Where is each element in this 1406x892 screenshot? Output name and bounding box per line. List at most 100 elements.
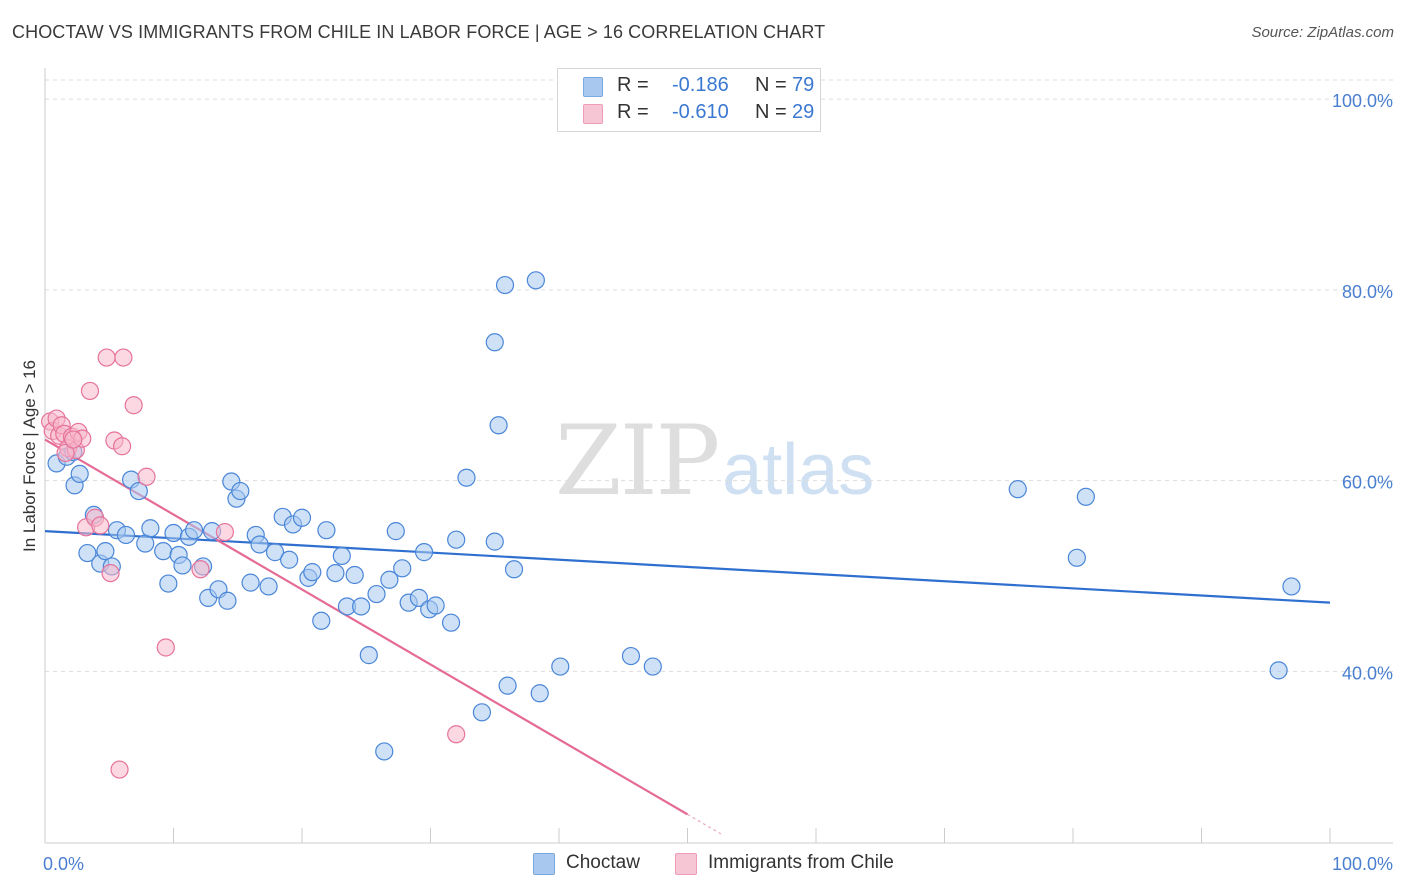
- choctaw-point: [326, 563, 345, 583]
- choctaw-point: [472, 703, 491, 722]
- tick-labels: 40.0% 60.0% 80.0% 100.0% 0.0% 100.0%: [43, 91, 1393, 874]
- choctaw-point: [409, 588, 429, 607]
- choctaw-point: [129, 481, 148, 501]
- choctaw-point: [485, 532, 504, 551]
- watermark-atlas: atlas: [722, 430, 875, 510]
- data-points: [41, 271, 1301, 779]
- choctaw-point: [1269, 661, 1288, 680]
- chile-point: [112, 437, 132, 456]
- choctaw-point: [526, 271, 545, 290]
- choctaw-point: [154, 542, 173, 561]
- legend-r-value: -0.610: [672, 101, 729, 123]
- choctaw-point: [136, 534, 155, 553]
- choctaw-point: [241, 573, 260, 592]
- choctaw-point: [489, 416, 508, 435]
- choctaw-point: [96, 542, 115, 561]
- chile-point: [110, 760, 129, 779]
- choctaw-point: [551, 657, 570, 676]
- choctaw-point: [259, 577, 278, 596]
- choctaw-point: [280, 550, 299, 569]
- y-tick-label-40: 40.0%: [1342, 663, 1393, 683]
- y-tick-label-100: 100.0%: [1332, 91, 1393, 111]
- chile-point: [137, 467, 156, 486]
- choctaw-point: [380, 570, 399, 589]
- choctaw-point: [1008, 480, 1027, 499]
- chile-point: [97, 348, 116, 367]
- chile-point: [101, 563, 120, 583]
- chile-point: [215, 522, 234, 542]
- legend-r-value: -0.186: [672, 74, 729, 96]
- choctaw-point: [78, 543, 97, 563]
- legend-swatch-chile: [583, 104, 603, 124]
- correlation-legend: R = -0.186 N = 79 R = -0.610 N = 29: [557, 68, 821, 132]
- choctaw-point: [70, 464, 89, 483]
- legend-r-label: R =: [617, 74, 649, 96]
- y-tick-label-80: 80.0%: [1342, 282, 1393, 302]
- choctaw-point: [485, 333, 504, 352]
- choctaw-point: [265, 543, 285, 562]
- choctaw-point: [498, 676, 517, 695]
- choctaw-point: [457, 468, 476, 487]
- choctaw-point: [303, 563, 322, 582]
- choctaw-point: [116, 525, 136, 545]
- legend-n-label: N =: [755, 101, 787, 123]
- choctaw-point: [332, 546, 351, 566]
- choctaw-point: [447, 530, 466, 549]
- choctaw-point: [159, 574, 178, 593]
- choctaw-trend-line: [44, 530, 1331, 604]
- legend-swatch-choctaw: [583, 77, 603, 97]
- axes: [44, 68, 1393, 844]
- choctaw-point: [643, 657, 662, 676]
- choctaw-point: [250, 535, 269, 554]
- chile-point: [56, 443, 75, 463]
- choctaw-point: [231, 481, 250, 501]
- legend-r-label: R =: [617, 101, 649, 123]
- bottom-legend-swatch-choctaw: [533, 853, 555, 875]
- choctaw-point: [386, 522, 405, 541]
- legend-n-label: N =: [755, 74, 787, 96]
- choctaw-point: [530, 684, 549, 703]
- legend-n-value: 29: [792, 101, 815, 123]
- chile-trend-extension: [687, 813, 722, 835]
- choctaw-point: [173, 556, 192, 575]
- watermark-zip: ZIP: [555, 405, 720, 517]
- x-tick-label-0: 0.0%: [43, 854, 84, 874]
- choctaw-point: [345, 565, 364, 585]
- choctaw-point: [621, 646, 641, 666]
- chile-point: [124, 396, 143, 415]
- choctaw-point: [141, 519, 160, 538]
- choctaw-point: [441, 613, 461, 632]
- chile-point: [114, 348, 133, 367]
- watermark: ZIPatlas: [555, 405, 874, 517]
- chile-point: [156, 638, 175, 657]
- choctaw-point: [367, 584, 386, 604]
- chile-point: [191, 560, 210, 579]
- choctaw-point: [184, 521, 204, 540]
- choctaw-point: [414, 543, 434, 562]
- choctaw-point: [495, 275, 515, 295]
- choctaw-point: [1067, 548, 1086, 567]
- legend-n-value: 79: [792, 74, 815, 96]
- bottom-legend-label-choctaw: Choctaw: [566, 852, 640, 873]
- chile-point: [64, 430, 83, 449]
- y-tick-label-60: 60.0%: [1342, 473, 1393, 493]
- chile-trend-line: [44, 438, 689, 816]
- choctaw-point: [359, 646, 378, 665]
- choctaw-point: [1282, 577, 1301, 596]
- choctaw-point: [1076, 487, 1095, 506]
- x-tick-label-100: 100.0%: [1332, 854, 1393, 874]
- chile-point: [91, 516, 110, 535]
- choctaw-point: [504, 560, 524, 579]
- choctaw-point: [218, 591, 237, 610]
- chile-point: [447, 725, 466, 744]
- y-axis-label: In Labor Force | Age > 16: [20, 360, 39, 552]
- choctaw-point: [164, 523, 183, 543]
- bottom-legend-label-chile: Immigrants from Chile: [708, 852, 894, 873]
- choctaw-point: [375, 742, 394, 761]
- chart-title: CHOCTAW VS IMMIGRANTS FROM CHILE IN LABO…: [12, 22, 826, 42]
- bottom-legend-swatch-chile: [675, 853, 697, 875]
- choctaw-point: [317, 521, 336, 540]
- choctaw-point: [292, 508, 312, 527]
- choctaw-point: [352, 597, 371, 616]
